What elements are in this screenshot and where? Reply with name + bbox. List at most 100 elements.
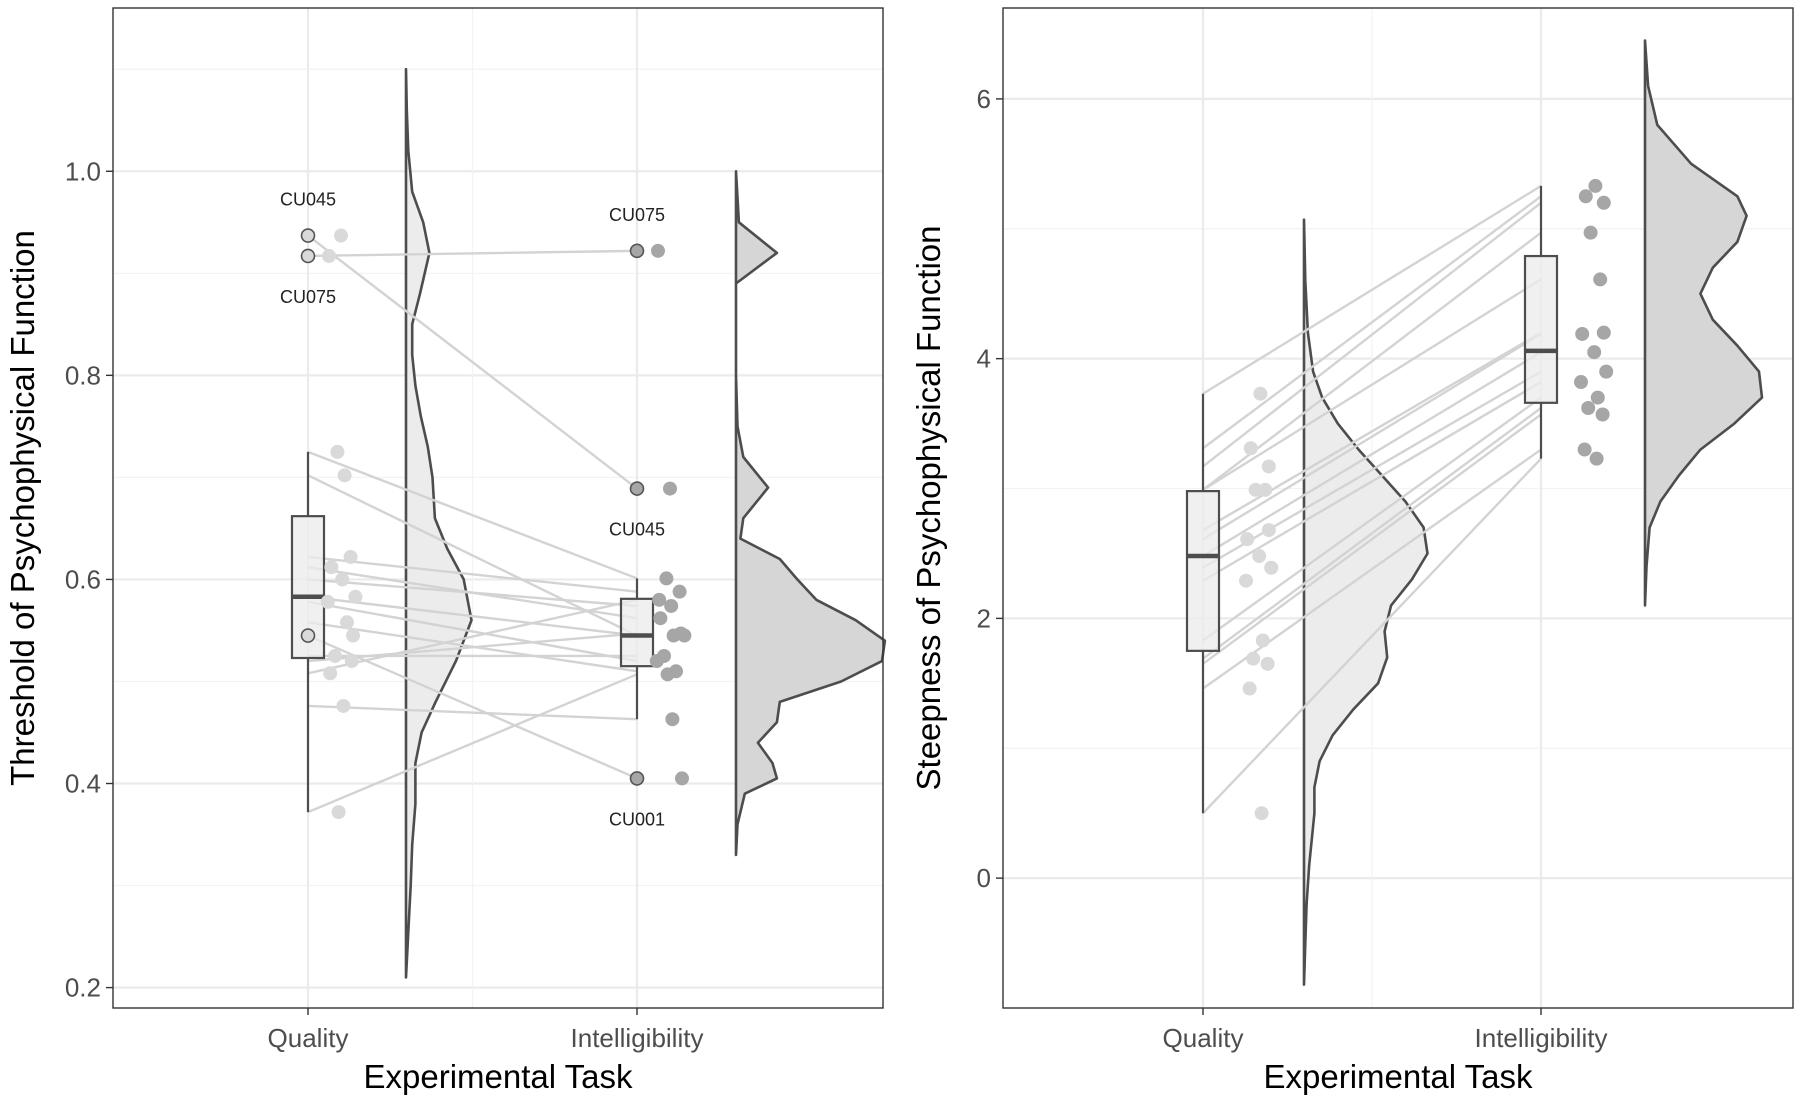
quality-point [1239,573,1253,588]
quality-point [340,615,354,630]
quality-point [1260,656,1275,671]
intelligibility-point [1599,364,1614,379]
steepness-grid [1003,8,1793,1008]
intelligibility-point [653,611,668,626]
labelled-quality-point [300,628,316,643]
intelligibility-point [1589,451,1604,466]
intelligibility-point [1588,178,1603,193]
quality-point [346,628,360,643]
intelligibility-point [659,571,674,586]
point-label-cu045: CU045 [280,190,336,210]
quality-point [1240,532,1255,547]
steepness-panel: 0 2 4 6 Quality Intelligibility Experimental… [910,7,1794,1095]
intelligibility-point [672,584,687,599]
paired-line [307,673,638,814]
paired-line [1202,396,1542,642]
paired-line [1202,231,1542,491]
paired-line [307,555,638,593]
quality-density-cloud [1302,218,1429,986]
paired-line [1202,332,1542,541]
quality-point [1255,633,1270,648]
intelligibility-point [675,771,689,786]
y-tick-label: 4 [977,344,991,374]
intelligibility-point [1577,442,1592,457]
point-label-cu001: CU001 [609,809,665,829]
y-tick-label: 0.6 [65,564,101,594]
steepness-y-axis-title: Steepness of Psychophysical Function [910,226,947,791]
y-tick-label: 0 [977,863,991,893]
box-iqr [619,597,655,668]
quality-point [344,654,359,669]
paired-line [307,450,638,580]
quality-point [1261,459,1276,474]
steepness-x-axis-title: Experimental Task [1263,1058,1533,1095]
intelligibility-point [673,626,688,641]
paired-line [1202,413,1542,665]
steepness-plot-border [1002,7,1794,1009]
paired-line [1202,407,1542,660]
x-tick-label-intelligibility: Intelligibility [1475,1023,1608,1053]
intelligibility-point [1587,345,1602,360]
point-label-cu075: CU075 [609,205,665,225]
quality-point [343,549,358,564]
y-tick-label: 1.0 [65,156,101,186]
steepness-marks [1185,39,1764,986]
quality-point [331,805,346,820]
paired-line [1202,351,1542,558]
quality-point [320,594,335,609]
labelled-intelligibility-point [629,243,645,259]
quality-point [1252,549,1267,564]
paired-line [1202,278,1542,491]
paired-line [1202,195,1542,450]
quality-point [335,572,350,587]
quality-point [1243,441,1258,456]
quality-point [337,468,352,483]
intelligibility-point [665,712,680,727]
paired-line [307,634,638,780]
intelligibility-point [663,481,677,496]
intelligibility-point [660,667,675,682]
quality-point [324,560,339,575]
quality-point [348,589,363,604]
quality-point [1253,386,1268,401]
y-tick-label: 0.8 [65,360,101,390]
quality-point [328,648,342,663]
labelled-intelligibility-point [629,771,645,786]
threshold-y-axis-title: Threshold of Psychophysical Function [4,230,41,786]
quality-point [1258,482,1273,497]
paired-line [307,600,638,663]
threshold-plot-background [113,8,883,1008]
quality-point [1254,806,1269,821]
paired-line [1202,331,1542,532]
x-tick-label-intelligibility: Intelligibility [571,1023,704,1053]
intelligibility-point [1595,407,1610,422]
threshold-plot-border [112,7,884,1009]
threshold-x-axis-title: Experimental Task [363,1058,633,1095]
paired-line [307,598,638,675]
quality-point [1242,681,1257,696]
threshold-marks: CU045 CU075 CU075 CU045 CU001 [280,67,887,979]
quality-point [334,228,348,243]
paired-line [1202,380,1542,582]
intelligibility-point [1593,272,1608,287]
intelligibility-point [651,243,665,258]
quality-point [1261,523,1276,538]
labelled-intelligibility-point [629,481,645,496]
intelligibility-point [1596,195,1611,210]
box-iqr [1185,490,1221,652]
paired-line [1202,448,1542,690]
point-label-cu075: CU075 [280,287,336,307]
intelligibility-point [664,598,679,613]
intelligibility-point [1590,390,1605,405]
quality-point [336,698,351,713]
paired-line [1202,184,1542,395]
labelled-quality-point [300,248,316,264]
quality-point [1264,560,1279,575]
quality-density-cloud [404,67,473,979]
paired-line [307,578,638,608]
quality-point [322,248,336,263]
paired-line [307,249,638,258]
x-tick-label-quality: Quality [1163,1023,1244,1053]
quality-point [1248,482,1263,497]
